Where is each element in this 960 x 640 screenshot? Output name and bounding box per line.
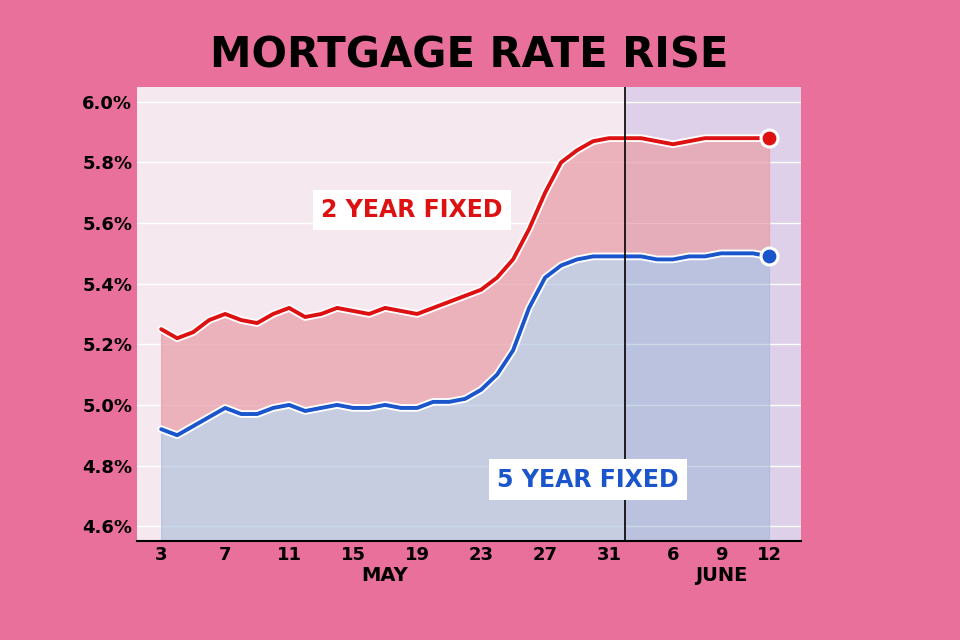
Bar (625, 86, 809, 541)
Text: 5 YEAR FIXED: 5 YEAR FIXED (497, 468, 679, 492)
Text: 2 YEAR FIXED: 2 YEAR FIXED (322, 198, 503, 222)
Point (761, 133, 777, 143)
Text: MAY: MAY (362, 566, 409, 584)
Point (761, 133, 777, 143)
Text: JUNE: JUNE (695, 566, 747, 584)
Title: MORTGAGE RATE RISE: MORTGAGE RATE RISE (210, 34, 729, 76)
Point (761, 252, 777, 262)
Point (761, 252, 777, 262)
